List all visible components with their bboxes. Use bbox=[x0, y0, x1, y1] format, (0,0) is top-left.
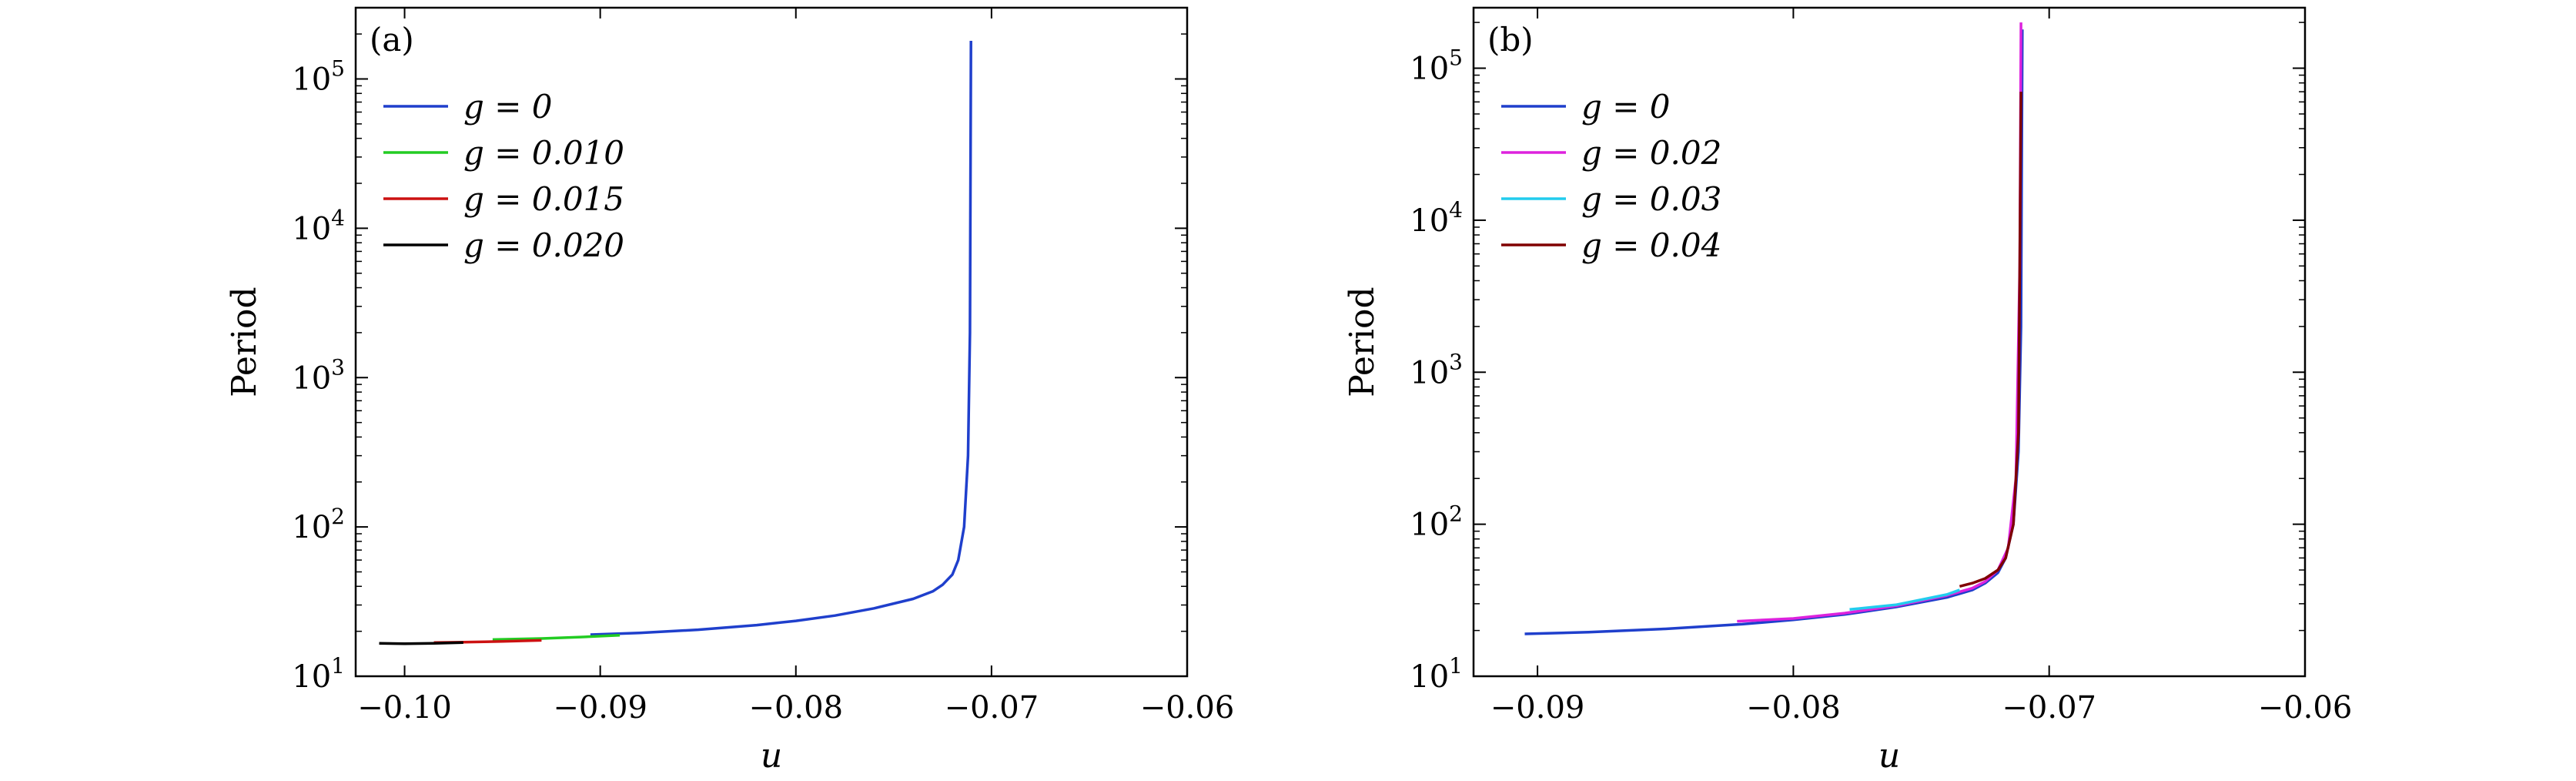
x-tick-label: −0.08 bbox=[748, 690, 843, 726]
legend-label: g = 0.010 bbox=[463, 134, 624, 172]
x-tick-label: −0.07 bbox=[2002, 690, 2096, 726]
x-tick-label: −0.08 bbox=[1746, 690, 1841, 726]
legend-label: g = 0.04 bbox=[1581, 226, 1721, 264]
y-axis-title: Period bbox=[1343, 287, 1382, 397]
plot-frame bbox=[1472, 6, 2307, 678]
y-tick-label: 103 bbox=[292, 354, 345, 396]
series-line-0 bbox=[590, 40, 972, 636]
x-tick-label: −0.09 bbox=[553, 690, 647, 726]
panel-a: −0.10 −0.09 −0.08 −0.07 −0.06 101 102 103 104 105… bbox=[225, 6, 1235, 776]
x-axis-title: u bbox=[761, 736, 782, 776]
y-tick-label: 104 bbox=[292, 205, 345, 246]
x-axis-title: u bbox=[1878, 736, 1900, 776]
y-tick-label: 105 bbox=[292, 56, 345, 98]
series-line-1 bbox=[1737, 22, 2022, 623]
series-line-3 bbox=[1959, 92, 2022, 588]
legend-label: g = 0 bbox=[463, 88, 553, 126]
series-line-3 bbox=[379, 641, 463, 645]
panel-label: (a) bbox=[370, 21, 414, 59]
legend-label: g = 0.015 bbox=[463, 180, 624, 218]
x-tick-label: −0.06 bbox=[1140, 690, 1235, 726]
panel-b: −0.09 −0.08 −0.07 −0.06 101 102 103 104 105 u Peri… bbox=[1343, 6, 2353, 776]
y-tick-label: 102 bbox=[292, 504, 345, 545]
legend-label: g = 0.03 bbox=[1581, 180, 1721, 218]
panel-label: (b) bbox=[1487, 21, 1534, 59]
plot-frame bbox=[354, 6, 1189, 678]
x-tick-label: −0.10 bbox=[357, 690, 452, 726]
y-tick-label: 105 bbox=[1410, 45, 1463, 87]
series-line-1 bbox=[492, 634, 621, 642]
x-tick-label: −0.06 bbox=[2258, 690, 2353, 726]
x-tick-label: −0.07 bbox=[945, 690, 1039, 726]
y-axis-title: Period bbox=[225, 287, 264, 397]
x-tick-label: −0.09 bbox=[1490, 690, 1585, 726]
legend-label: g = 0 bbox=[1581, 88, 1671, 126]
y-tick-label: 104 bbox=[1410, 197, 1463, 239]
y-tick-label: 101 bbox=[1410, 653, 1463, 695]
y-tick-label: 101 bbox=[292, 653, 345, 695]
series-line-2 bbox=[1849, 588, 1960, 612]
y-tick-label: 103 bbox=[1410, 349, 1463, 390]
legend-label: g = 0.02 bbox=[1581, 134, 1721, 172]
y-tick-label: 102 bbox=[1410, 501, 1463, 543]
legend-label: g = 0.020 bbox=[463, 226, 624, 264]
